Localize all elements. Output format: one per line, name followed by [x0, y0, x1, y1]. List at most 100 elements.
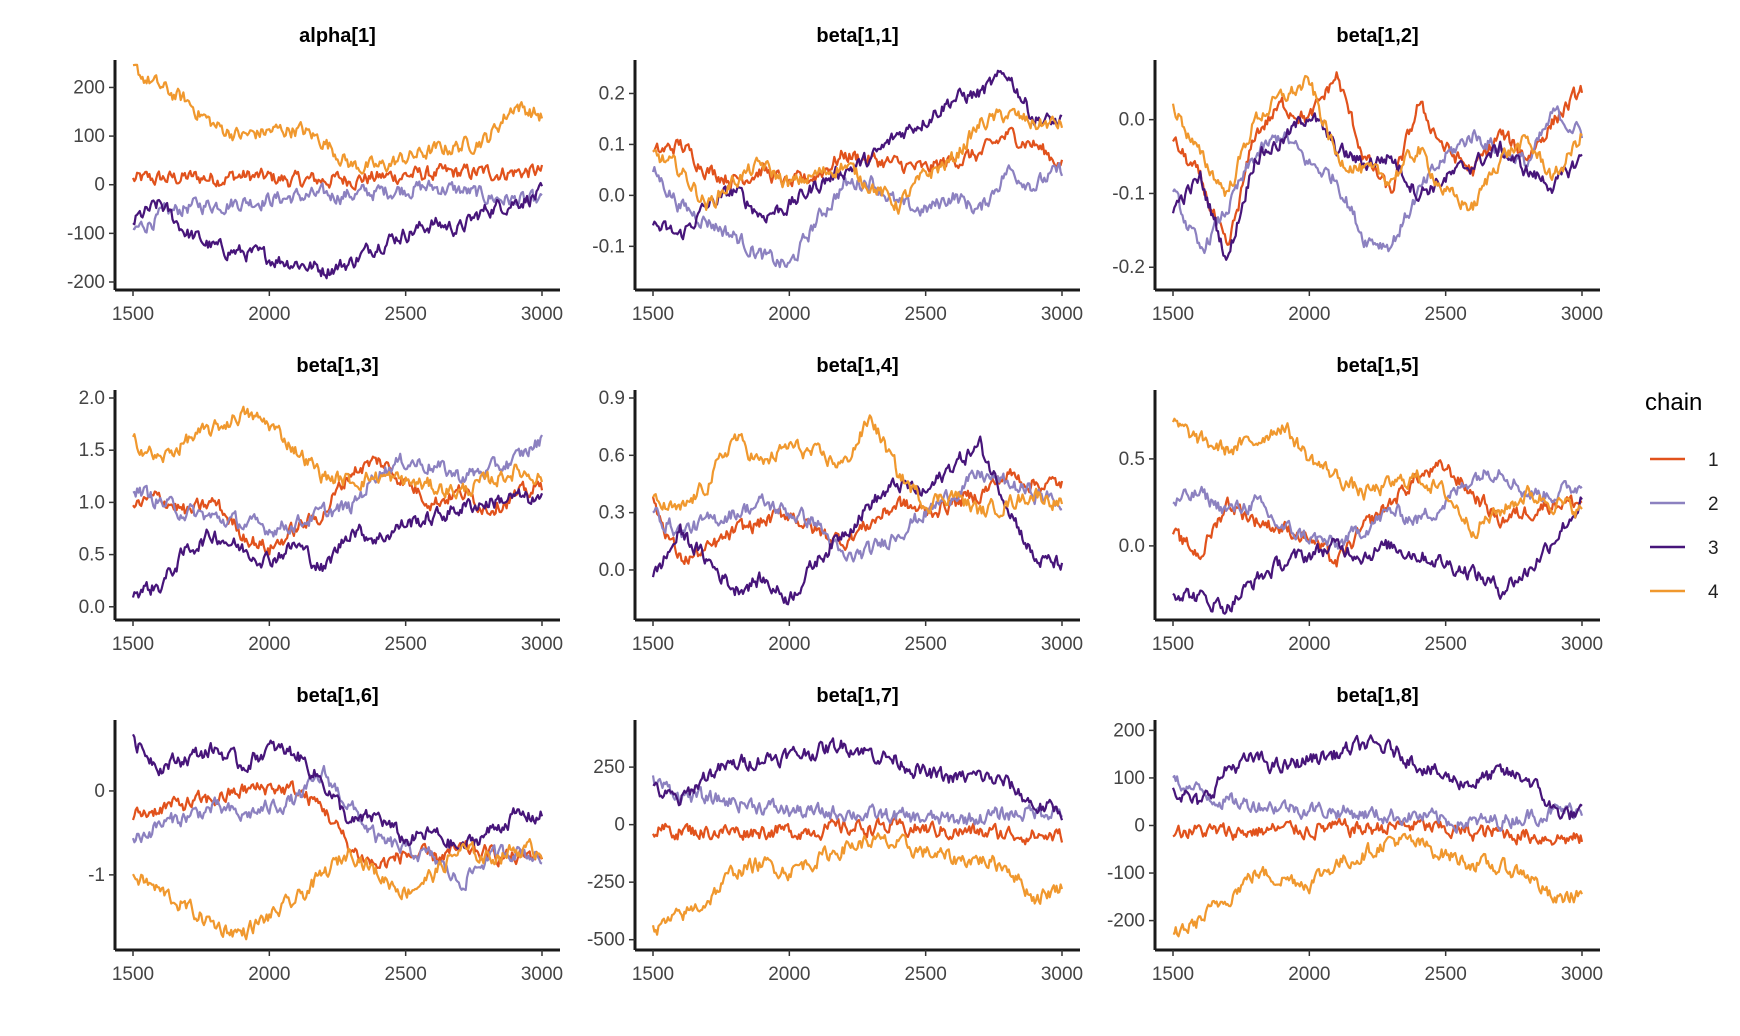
panel-6: beta[1,5] 0.0 0.5 1500 2000 2500 3000 — [1119, 355, 1604, 655]
panel-title: beta[1,1] — [816, 25, 898, 47]
x-tick-label: 1500 — [632, 634, 674, 655]
x-tick-label: 3000 — [1041, 634, 1083, 655]
x-tick-label: 3000 — [521, 964, 563, 985]
series-line-chain-4 — [132, 838, 543, 941]
x-tick-label: 1500 — [1152, 634, 1194, 655]
series-line-chain-4 — [652, 414, 1064, 519]
panel-7: beta[1,6] -1 0 1500 2000 2500 3000 — [88, 685, 563, 985]
x-tick-label: 3000 — [1041, 304, 1083, 325]
y-tick-label: 1.0 — [79, 492, 105, 513]
y-tick-label: 0.0 — [599, 560, 625, 581]
legend-entry-chain-4: 4 — [1650, 582, 1719, 603]
series-line-chain-1 — [651, 468, 1064, 565]
panel-title: beta[1,6] — [296, 685, 378, 707]
series-line-chain-3 — [652, 737, 1064, 821]
series-line-chain-1 — [652, 126, 1064, 190]
y-tick-label: 0.0 — [79, 597, 105, 618]
y-tick-label: -200 — [1107, 911, 1145, 932]
series-line-chain-2 — [652, 469, 1063, 563]
y-tick-label: 0 — [1134, 815, 1145, 836]
y-tick-label: 0.1 — [599, 134, 625, 155]
y-tick-label: 0.9 — [599, 388, 625, 409]
x-tick-label: 2000 — [1288, 634, 1330, 655]
y-tick-label: 0.0 — [599, 185, 625, 206]
x-tick-label: 2500 — [1425, 964, 1467, 985]
y-tick-label: 0.5 — [1119, 449, 1145, 470]
x-tick-label: 2500 — [385, 304, 427, 325]
series-line-chain-1 — [1172, 71, 1584, 246]
series-line-chain-3 — [1172, 496, 1583, 615]
x-tick-label: 1500 — [632, 304, 674, 325]
y-tick-label: 0 — [94, 781, 105, 802]
panel-title: beta[1,5] — [1336, 355, 1418, 377]
y-tick-label: -1 — [88, 865, 105, 886]
series-line-chain-3 — [131, 488, 544, 599]
x-tick-label: 3000 — [1561, 304, 1603, 325]
series-line-chain-3 — [1171, 734, 1583, 821]
legend-title: chain — [1645, 389, 1702, 416]
legend-label: 2 — [1708, 494, 1719, 515]
legend-entry-chain-1: 1 — [1650, 450, 1719, 471]
y-tick-label: 100 — [73, 126, 105, 147]
x-tick-label: 2500 — [905, 964, 947, 985]
x-tick-label: 1500 — [1152, 304, 1194, 325]
series-line-chain-2 — [651, 162, 1064, 269]
series-line-chain-2 — [131, 764, 543, 892]
panel-title: beta[1,3] — [296, 355, 378, 377]
series-line-chain-4 — [1172, 832, 1583, 938]
x-tick-label: 3000 — [521, 634, 563, 655]
series-line-chain-3 — [1171, 112, 1583, 261]
y-tick-label: -200 — [67, 272, 105, 293]
panel-title: beta[1,8] — [1336, 685, 1418, 707]
x-tick-label: 1500 — [112, 964, 154, 985]
series-line-chain-4 — [1171, 417, 1583, 540]
y-tick-label: 1.5 — [79, 440, 105, 461]
series-line-chain-4 — [652, 107, 1064, 215]
y-tick-label: 250 — [593, 757, 625, 778]
series-line-chain-4 — [1171, 74, 1583, 212]
x-tick-label: 2000 — [768, 634, 810, 655]
series-line-chain-3 — [651, 69, 1063, 241]
y-tick-label: 2.0 — [79, 388, 105, 409]
series-line-chain-2 — [132, 179, 543, 234]
y-tick-label: -100 — [1107, 863, 1145, 884]
series-line-chain-4 — [132, 63, 544, 175]
panel-title: beta[1,2] — [1336, 25, 1418, 47]
legend-entry-chain-3: 3 — [1650, 538, 1719, 559]
x-tick-label: 2000 — [768, 304, 810, 325]
series-line-chain-2 — [132, 434, 543, 538]
y-tick-label: -0.1 — [592, 236, 625, 257]
x-tick-label: 1500 — [112, 304, 154, 325]
panel-2: beta[1,1] -0.1 0.0 0.1 0.2 1500 2000 2500 3000 — [592, 25, 1083, 325]
series-line-chain-3 — [132, 181, 544, 280]
x-tick-label: 2500 — [905, 304, 947, 325]
panel-4: beta[1,3] 0.0 0.5 1.0 1.5 2.0 1500 2000 2500 3000 — [79, 355, 564, 655]
y-tick-label: -0.2 — [1112, 257, 1145, 278]
x-tick-label: 2500 — [385, 964, 427, 985]
x-tick-label: 1500 — [112, 634, 154, 655]
panel-8: beta[1,7] -500 -250 0 250 1500 2000 2500 3000 — [587, 685, 1083, 985]
y-tick-label: 0.0 — [1119, 536, 1145, 557]
x-tick-label: 3000 — [521, 304, 563, 325]
x-tick-label: 2000 — [1288, 964, 1330, 985]
series-line-chain-1 — [131, 163, 544, 191]
y-tick-label: 200 — [1113, 720, 1145, 741]
legend-label: 3 — [1708, 538, 1719, 559]
x-tick-label: 2500 — [905, 634, 947, 655]
y-tick-label: -250 — [587, 872, 625, 893]
y-tick-label: -500 — [587, 930, 625, 951]
panel-title: beta[1,7] — [816, 685, 898, 707]
y-tick-label: 100 — [1113, 768, 1145, 789]
x-tick-label: 1500 — [632, 964, 674, 985]
legend-label: 1 — [1708, 450, 1719, 471]
x-tick-label: 3000 — [1561, 964, 1603, 985]
panel-title: beta[1,4] — [816, 355, 898, 377]
series-line-chain-3 — [651, 435, 1064, 606]
y-tick-label: 0 — [94, 175, 105, 196]
panel-3: beta[1,2] -0.2 -0.1 0.0 1500 2000 2500 3000 — [1112, 25, 1603, 325]
series-line-chain-4 — [132, 405, 544, 500]
series-line-chain-2 — [651, 775, 1063, 826]
panel-5: beta[1,4] 0.0 0.3 0.6 0.9 1500 2000 2500 3000 — [599, 355, 1084, 655]
